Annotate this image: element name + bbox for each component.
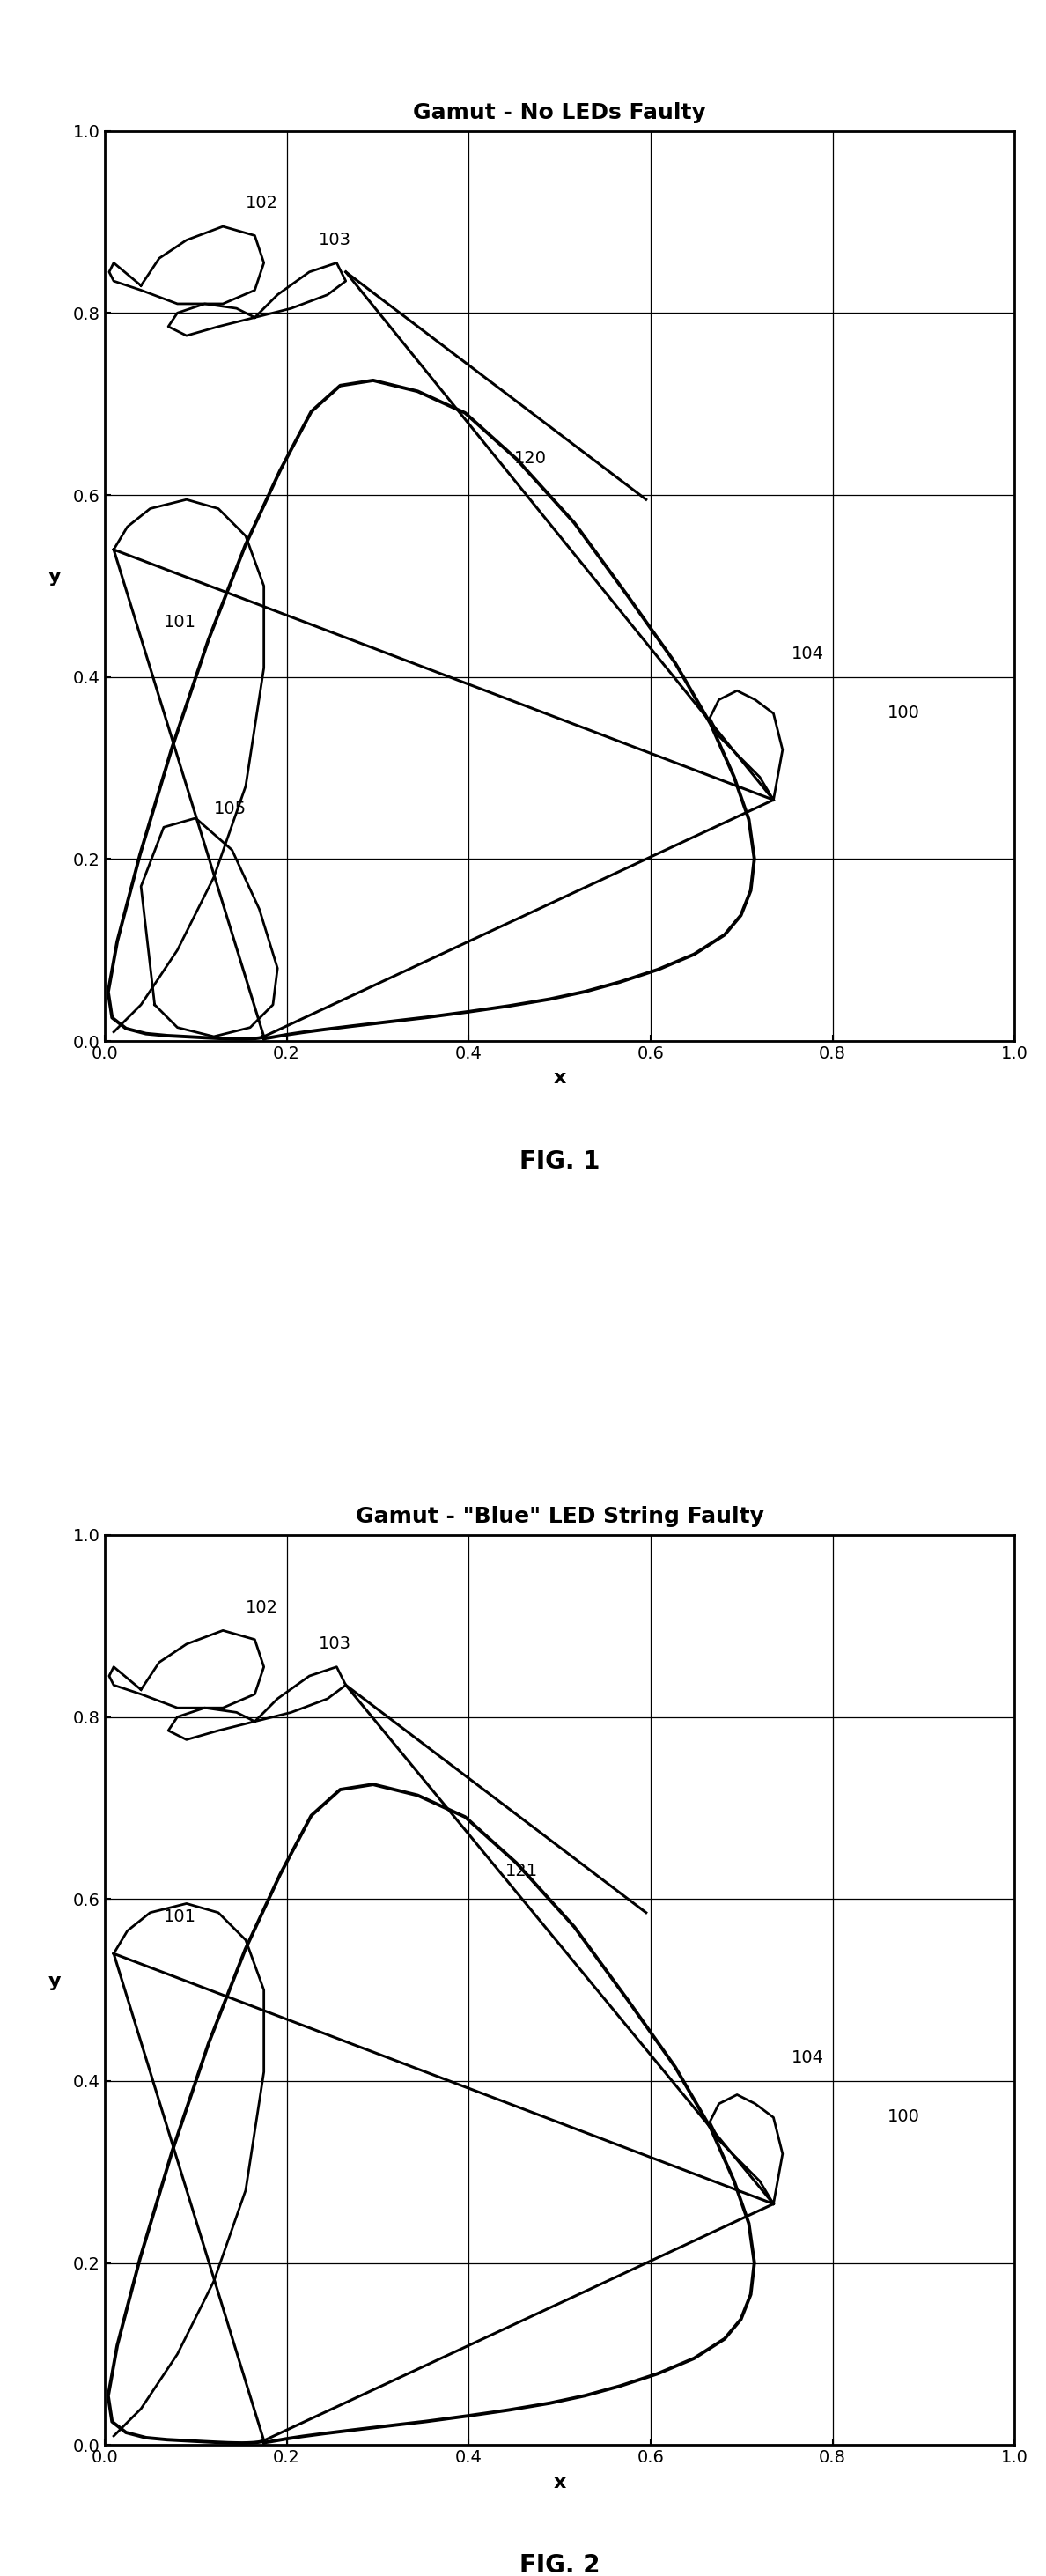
Text: 102: 102 xyxy=(246,196,278,211)
X-axis label: x: x xyxy=(553,2473,566,2491)
Text: 104: 104 xyxy=(792,647,824,662)
Text: 102: 102 xyxy=(246,1600,278,1615)
Text: FIG. 2: FIG. 2 xyxy=(519,2553,600,2576)
Text: 121: 121 xyxy=(505,1862,538,1880)
Title: Gamut - No LEDs Faulty: Gamut - No LEDs Faulty xyxy=(413,103,706,124)
Text: 105: 105 xyxy=(213,801,247,817)
Text: 100: 100 xyxy=(887,2110,919,2125)
Text: 104: 104 xyxy=(792,2050,824,2066)
Text: 100: 100 xyxy=(887,706,919,721)
X-axis label: x: x xyxy=(553,1069,566,1087)
Text: 101: 101 xyxy=(164,1909,197,1924)
Text: 120: 120 xyxy=(515,451,547,466)
Text: 101: 101 xyxy=(164,613,197,631)
Y-axis label: y: y xyxy=(48,569,61,585)
Title: Gamut - "Blue" LED String Faulty: Gamut - "Blue" LED String Faulty xyxy=(356,1507,764,1528)
Y-axis label: y: y xyxy=(48,1973,61,1991)
Text: 103: 103 xyxy=(318,1636,351,1651)
Text: 103: 103 xyxy=(318,232,351,247)
Text: FIG. 1: FIG. 1 xyxy=(520,1149,599,1175)
